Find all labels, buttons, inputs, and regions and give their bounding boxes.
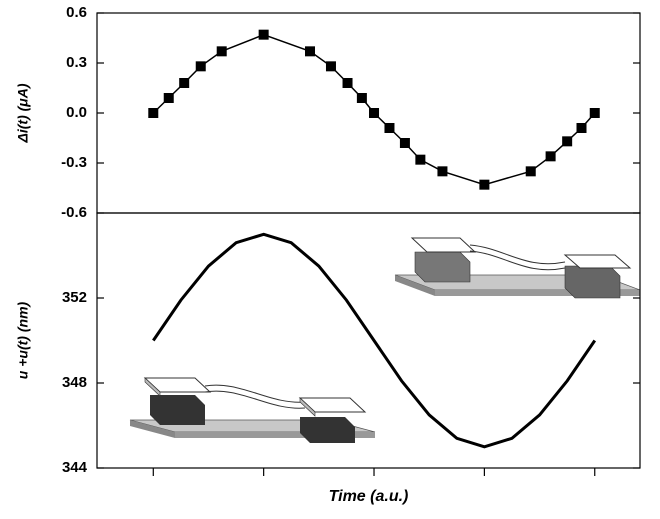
- plot-frame: [96, 12, 641, 214]
- y-tick-label: 0.3: [66, 54, 87, 71]
- data-point: [356, 93, 367, 103]
- data-point: [325, 61, 336, 72]
- data-point: [437, 166, 448, 177]
- y-tick-label: -0.3: [61, 154, 87, 171]
- data-point: [258, 29, 269, 40]
- data-point: [179, 78, 190, 88]
- data-point: [479, 179, 490, 190]
- y-tick-label: 352: [62, 289, 87, 306]
- y-tick-label: -0.6: [61, 204, 87, 221]
- data-point: [369, 108, 380, 118]
- y-tick-label: 0.0: [66, 104, 87, 121]
- data-point: [525, 166, 536, 177]
- data-line: [152, 232, 597, 449]
- data-point: [562, 136, 573, 147]
- data-point: [305, 46, 316, 57]
- data-point: [163, 93, 174, 103]
- data-point: [399, 138, 410, 148]
- y-axis-label: Δi(t) (μA): [15, 83, 31, 143]
- data-point: [148, 108, 159, 118]
- y-axis-label: u +u(t) (nm): [15, 301, 31, 379]
- plot-frame: [96, 212, 641, 469]
- y-tick-label: 344: [62, 459, 88, 476]
- data-point: [589, 108, 600, 118]
- data-point: [384, 123, 395, 133]
- illustration: [129, 237, 641, 443]
- data-point: [342, 78, 353, 88]
- y-tick-label: 348: [62, 374, 87, 391]
- x-axis-label: Time (a.u.): [329, 488, 409, 505]
- data-point: [545, 151, 556, 162]
- data-point: [216, 46, 227, 57]
- data-point: [415, 154, 426, 165]
- y-tick-label: 0.6: [66, 4, 87, 21]
- data-point: [576, 123, 587, 133]
- data-point: [195, 61, 206, 72]
